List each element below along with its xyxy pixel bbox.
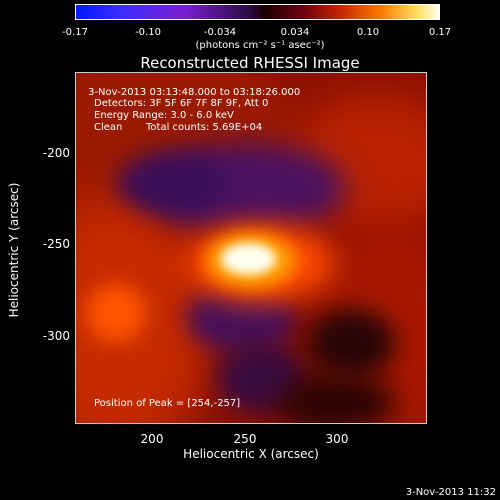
peak-position-label: Position of Peak = [254,-257] [94,398,241,409]
y-tick-label: -200 [42,146,70,160]
peak-emission [221,243,276,275]
detectors-label: Detectors: 3F 5F 6F 7F 8F 9F, Att 0 [94,98,269,109]
negative-region [276,373,396,423]
chart-title: Reconstructed RHESSI Image [140,54,360,72]
emission-region [86,283,146,343]
colorbar-unit: (photons cm⁻² s⁻¹ asec⁻²) [195,40,325,51]
x-axis-label: Heliocentric X (arcsec) [183,447,319,461]
total-counts-label: Total counts: 5.69E+04 [146,122,263,133]
energy-range-label: Energy Range: 3.0 - 6.0 keV [94,110,234,121]
timestamp: 3-Nov-2013 11:32 [405,487,496,498]
y-axis-label: Heliocentric Y (arcsec) [7,182,21,318]
colorbar-tick-label: 0.17 [428,27,452,38]
negative-region [306,308,396,378]
colorbar [75,4,440,20]
colorbar-tick-label: -0.034 [203,27,237,38]
x-tick-label: 200 [140,432,164,446]
colorbar-tick-label: 0.034 [280,27,310,38]
time-range-label: 3-Nov-2013 03:13:48.000 to 03:18:26.000 [88,87,301,98]
colorbar-tick-label: -0.17 [62,27,88,38]
negative-region [116,153,226,213]
x-tick-label: 300 [325,432,349,446]
colorbar-tick-label: -0.10 [135,27,161,38]
x-tick-label: 250 [233,432,257,446]
y-tick-label: -300 [42,329,70,343]
colorbar-tick-label: 0.10 [356,27,380,38]
image-plot-area: 3-Nov-2013 03:13:48.000 to 03:18:26.000 … [75,72,427,424]
y-tick-label: -250 [42,237,70,251]
clean-label: Clean [94,122,123,133]
